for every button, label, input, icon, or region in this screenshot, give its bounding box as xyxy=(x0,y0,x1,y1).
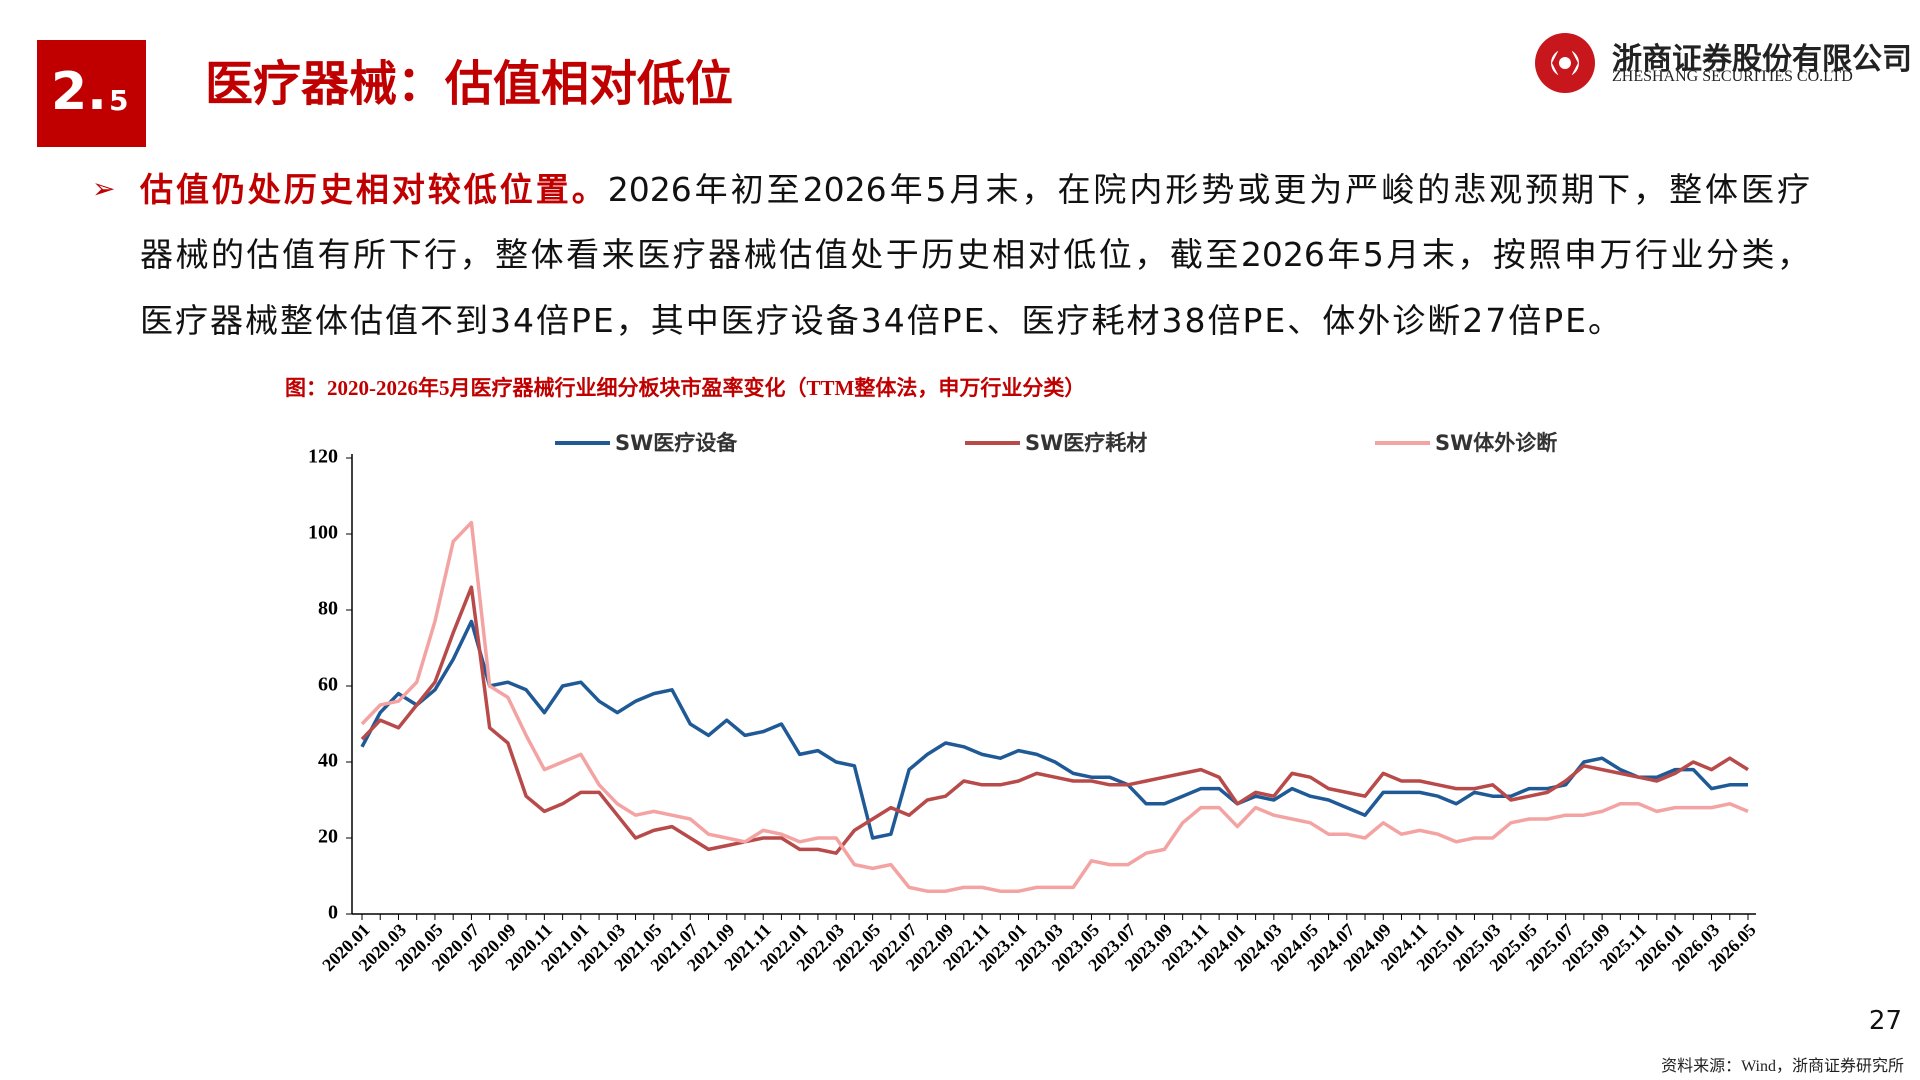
series-line xyxy=(360,520,1749,893)
y-tick-label: 80 xyxy=(318,598,338,620)
legend-label: SW医疗设备 xyxy=(615,431,738,455)
logo-cn: 浙商证券股份有限公司 xyxy=(1612,42,1912,77)
section-minor: 5 xyxy=(109,84,129,117)
bullet-line: 估值仍处历史相对较低位置。2026年初至2026年5月末，在院内形势或更为严峻的… xyxy=(140,170,1810,210)
source: 资料来源：Wind，浙商证券研究所 xyxy=(1661,1058,1904,1075)
section-badge: 2. 5 xyxy=(37,40,146,147)
y-tick-label: 120 xyxy=(308,446,338,468)
bullet-line: 器械的估值有所下行，整体看来医疗器械估值处于历史相对低位，截至2026年5月末，… xyxy=(140,235,1810,274)
logo-icon xyxy=(1535,33,1595,93)
title: 医疗器械：估值相对低位 xyxy=(205,56,734,112)
y-tick-label: 40 xyxy=(318,750,338,772)
chart-caption: 图：2020-2026年5月医疗器械行业细分板块市盈率变化（TTM整体法，申万行… xyxy=(285,376,1086,400)
y-tick-label: 0 xyxy=(328,902,338,924)
bullet-arrow: ➢ xyxy=(92,172,116,205)
y-tick-label: 60 xyxy=(318,674,338,696)
legend-label: SW医疗耗材 xyxy=(1025,431,1147,455)
y-tick-label: 100 xyxy=(308,522,338,544)
section-major: 2. xyxy=(51,62,107,122)
bullet-lead: 估值仍处历史相对较低位置。 xyxy=(140,170,608,209)
legend-label: SW体外诊断 xyxy=(1435,431,1557,455)
y-tick-label: 20 xyxy=(318,826,338,848)
bullet-line: 医疗器械整体估值不到34倍PE，其中医疗设备34倍PE、医疗耗材38倍PE、体外… xyxy=(140,301,1623,340)
bullet-text: 2026年初至2026年5月末，在院内形势或更为严峻的悲观预期下，整体医疗 xyxy=(607,170,1811,209)
series-line xyxy=(360,585,1749,855)
series-line xyxy=(360,619,1748,840)
page-number: 27 xyxy=(1868,1006,1902,1036)
chart: 0204060801001202020.012020.032020.052020… xyxy=(308,431,1760,975)
logo-en: ZHESHANG SECURITIES CO.LTD xyxy=(1612,68,1853,85)
